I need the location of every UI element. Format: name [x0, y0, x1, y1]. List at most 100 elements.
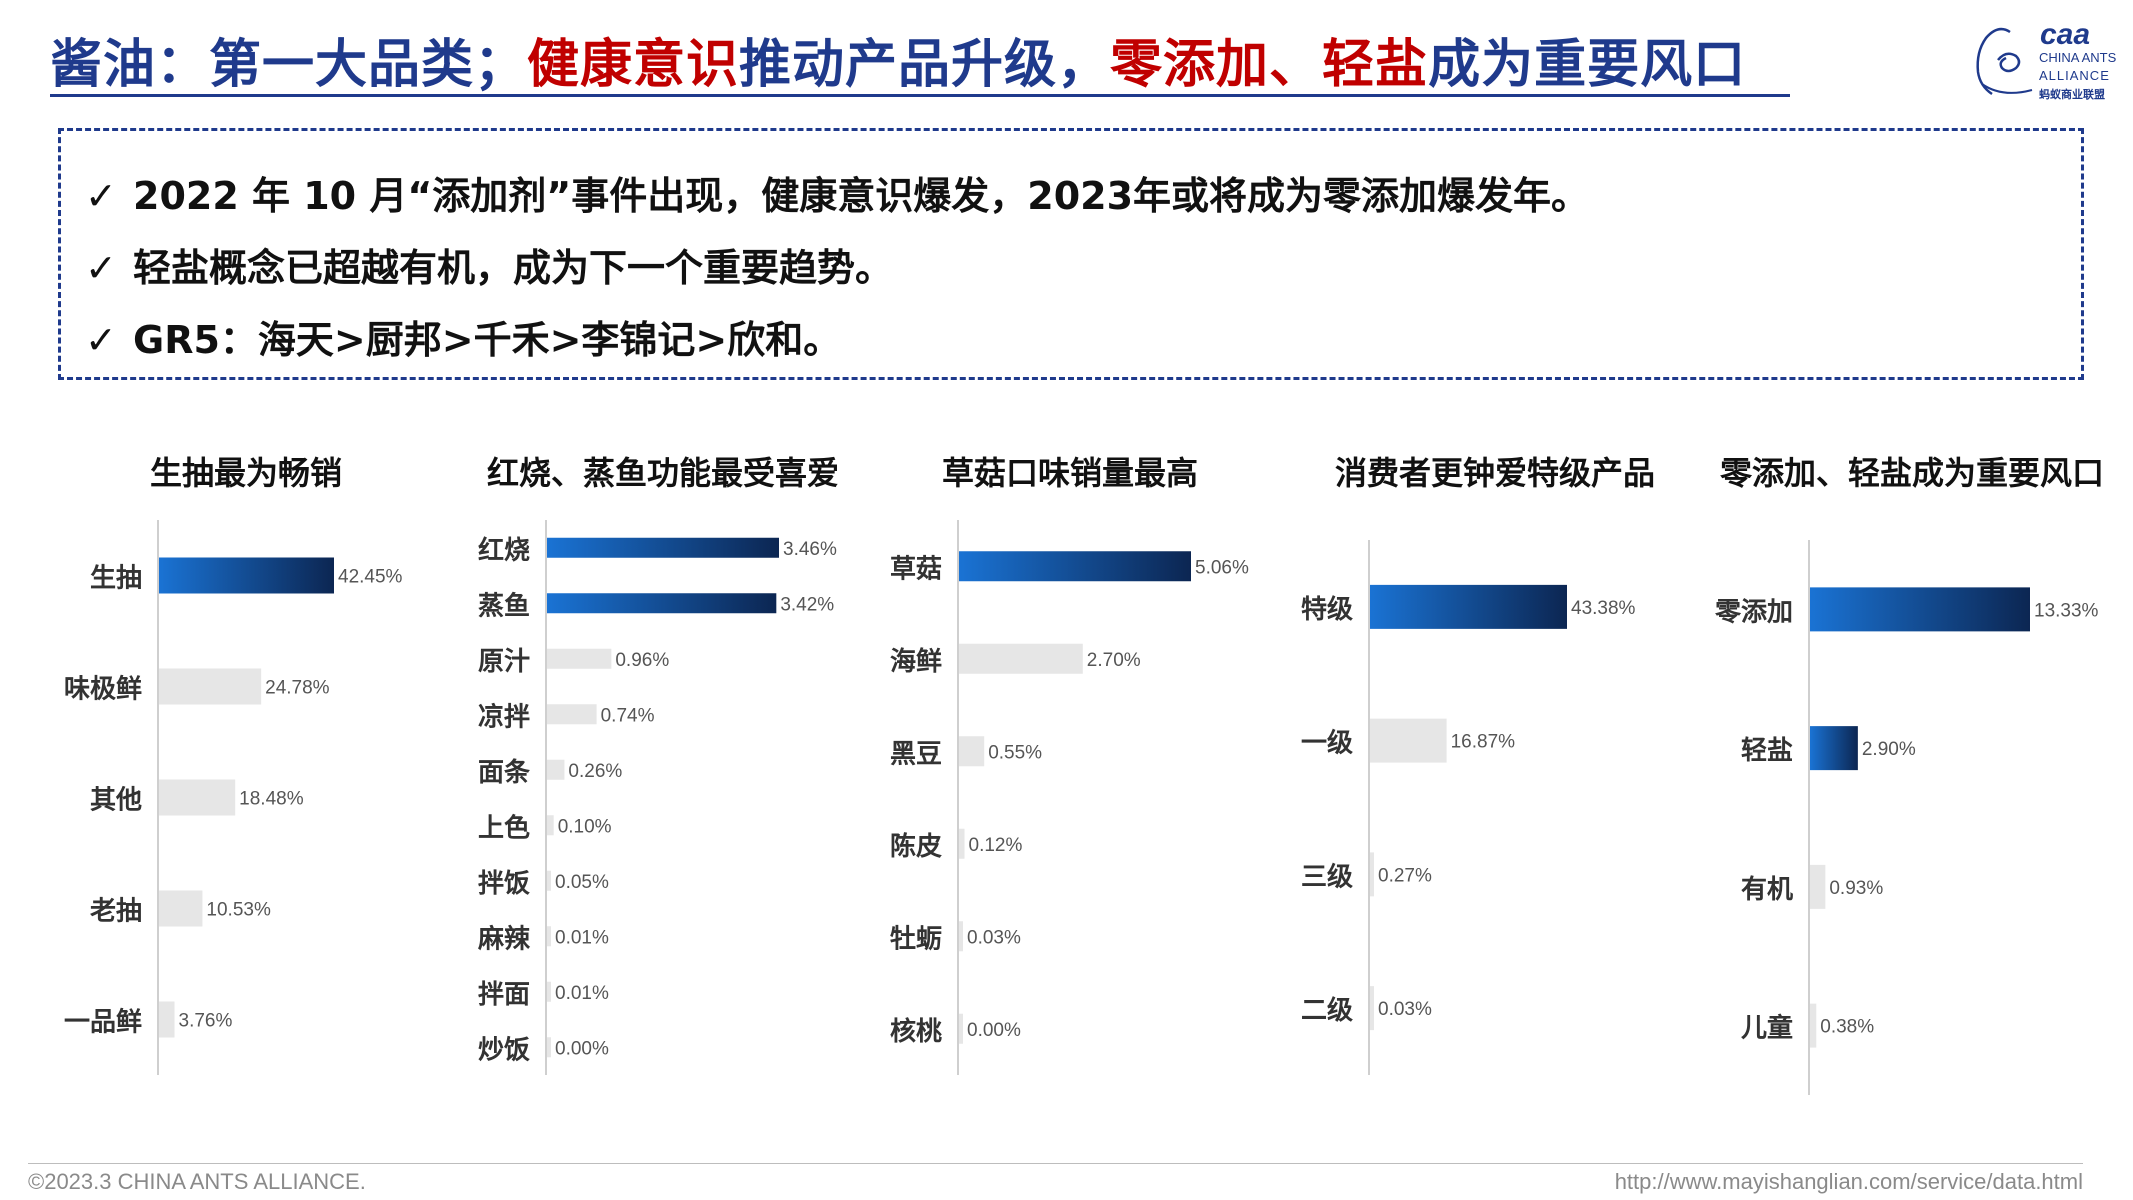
- logo-text-line1: CHINA ANTS: [2039, 50, 2117, 65]
- chart-2-category-label: 原汁: [478, 647, 530, 677]
- chart-3-bar: [959, 828, 965, 859]
- chart-2-bar: [547, 870, 551, 891]
- chart-3-category-label: 核桃: [890, 1016, 942, 1047]
- chart-5-bar: [1810, 1003, 1817, 1048]
- chart-2-value-label: 0.96%: [615, 650, 669, 671]
- chart-1-category-label: 一品鲜: [64, 1008, 142, 1038]
- chart-3-value-label: 5.06%: [1195, 557, 1249, 578]
- chart-5-value-label: 2.90%: [1862, 739, 1916, 760]
- footer-copyright: ©2023.3 CHINA ANTS ALLIANCE.: [28, 1169, 366, 1194]
- chart-3-value-label: 0.00%: [967, 1020, 1021, 1041]
- chart-2-category-label: 麻辣: [477, 923, 531, 954]
- title-part-3: 推动产品升级，: [739, 35, 1111, 95]
- chart-2-category-label: 凉拌: [478, 702, 530, 732]
- chart-4-category-label: 一级: [1301, 728, 1353, 759]
- chart-3-title: 草菇口味销量最高: [942, 454, 1199, 492]
- chart-2-value-label: 0.26%: [568, 761, 622, 782]
- chart-4-category-label: 二级: [1301, 995, 1353, 1026]
- chart-3-bar: [959, 1013, 963, 1044]
- title-part-4: 零添加、轻盐: [1110, 35, 1429, 95]
- chart-2-bar: [547, 759, 565, 780]
- chart-2-bar: [547, 537, 779, 558]
- chart-5-value-label: 0.38%: [1820, 1017, 1874, 1038]
- chart-3-value-label: 2.70%: [1087, 650, 1141, 671]
- chart-1-title: 生抽最为畅销: [150, 454, 343, 492]
- chart-1-category-label: 生抽: [90, 564, 142, 594]
- chart-2-value-label: 0.00%: [555, 1038, 609, 1059]
- chart-4-title: 消费者更钟爱特级产品: [1335, 454, 1656, 492]
- chart-1-bar: [159, 1001, 175, 1038]
- chart-3-value-label: 0.03%: [967, 927, 1021, 948]
- chart-3-category-label: 黑豆: [890, 739, 942, 769]
- company-logo: caa CHINA ANTS ALLIANCE 蚂蚁商业联盟: [1968, 12, 2118, 102]
- finding-1-text: 2022 年 10 月“添加剂”事件出现，健康意识爆发，2023年或将成为零添加…: [133, 174, 1590, 218]
- footer-url[interactable]: http://www.mayishanglian.com/service/dat…: [1614, 1169, 2083, 1194]
- chart-4-category-label: 三级: [1301, 861, 1353, 892]
- check-icon: ✓: [85, 318, 117, 362]
- chart-3-bar: [959, 643, 1083, 674]
- chart-2-value-label: 0.05%: [555, 872, 609, 893]
- logo-text-line3: 蚂蚁商业联盟: [2039, 89, 2105, 101]
- chart-1-value-label: 10.53%: [206, 900, 271, 921]
- ant-logo-icon: caa: [1976, 18, 2090, 96]
- chart-1-bar: [159, 557, 334, 594]
- chart-1-category-label: 味极鲜: [64, 675, 142, 705]
- chart-2-category-label: 蒸鱼: [478, 591, 530, 621]
- finding-2-text: 轻盐概念已超越有机，成为下一个重要趋势。: [133, 246, 894, 290]
- bar-charts: 生抽 42.45% 味极鲜 24.78% 其他 18.48% 老抽 10.53% 一品鲜 3.76…: [64, 520, 2099, 1095]
- chart-2-category-label: 拌饭: [478, 869, 530, 899]
- chart-2-bar: [547, 981, 551, 1002]
- title-part-1: 酱油：第一大品类；: [50, 35, 528, 95]
- chart-2-category-label: 面条: [478, 758, 531, 788]
- chart-1-bar: [159, 890, 203, 927]
- chart-2-value-label: 3.42%: [780, 594, 834, 615]
- chart-3-bar: [959, 736, 985, 767]
- chart-4-category-label: 特级: [1301, 594, 1353, 625]
- key-findings-box: ✓ 2022 年 10 月“添加剂”事件出现，健康意识爆发，2023年或将成为零添…: [58, 128, 2084, 380]
- chart-4-bar: [1370, 584, 1567, 629]
- title-part-2: 健康意识: [527, 35, 740, 95]
- chart-3-bar: [959, 921, 963, 952]
- finding-3: ✓ GR5：海天>厨邦>千禾>李锦记>欣和。: [85, 309, 841, 364]
- logo-text-line2: ALLIANCE: [2039, 68, 2110, 83]
- chart-2-bar: [547, 1037, 551, 1058]
- chart-2-bar: [547, 648, 612, 669]
- chart-3-category-label: 陈皮: [890, 831, 942, 862]
- chart-2-category-label: 拌面: [478, 980, 530, 1010]
- chart-3-bar: [959, 551, 1191, 582]
- page-title: 酱油：第一大品类；健康意识推动产品升级，零添加、轻盐成为重要风口: [50, 22, 1747, 95]
- chart-2-value-label: 3.46%: [783, 539, 837, 560]
- chart-1-value-label: 42.45%: [338, 567, 403, 588]
- chart-5-category-label: 儿童: [1741, 1013, 1793, 1044]
- svg-text:caa: caa: [2040, 18, 2090, 51]
- chart-3-category-label: 草菇: [890, 554, 942, 584]
- chart-1-value-label: 24.78%: [265, 678, 330, 699]
- chart-3-value-label: 0.55%: [988, 742, 1042, 763]
- chart-5-value-label: 13.33%: [2034, 600, 2099, 621]
- footer-divider: [28, 1163, 2083, 1164]
- chart-3-category-label: 牡蛎: [890, 924, 942, 954]
- chart-1-category-label: 其他: [90, 786, 142, 816]
- chart-5-bar: [1810, 587, 2030, 632]
- chart-5-category-label: 轻盐: [1741, 736, 1793, 766]
- chart-2-bar: [547, 926, 551, 947]
- check-icon: ✓: [85, 246, 117, 290]
- chart-2-category-label: 炒饭: [478, 1035, 530, 1065]
- chart-4-value-label: 16.87%: [1451, 732, 1516, 753]
- chart-5-bar: [1810, 864, 1826, 909]
- title-part-5: 成为重要风口: [1428, 35, 1747, 95]
- chart-5-category-label: 零添加: [1715, 597, 1793, 627]
- chart-4-bar: [1370, 852, 1374, 897]
- chart-1-bar: [159, 779, 236, 816]
- chart-4-value-label: 0.27%: [1378, 865, 1432, 886]
- chart-2-value-label: 0.74%: [601, 705, 655, 726]
- finding-1: ✓ 2022 年 10 月“添加剂”事件出现，健康意识爆发，2023年或将成为零添…: [85, 165, 1589, 220]
- chart-4-bar: [1370, 986, 1374, 1031]
- chart-2-bar: [547, 593, 777, 614]
- chart-4-value-label: 43.38%: [1571, 598, 1636, 619]
- chart-5-category-label: 有机: [1741, 875, 1793, 905]
- title-underline: [50, 94, 1790, 97]
- finding-3-text: GR5：海天>厨邦>千禾>李锦记>欣和。: [133, 318, 842, 362]
- chart-5-title: 零添加、轻盐成为重要风口: [1720, 454, 2105, 492]
- chart-2-bar: [547, 815, 554, 836]
